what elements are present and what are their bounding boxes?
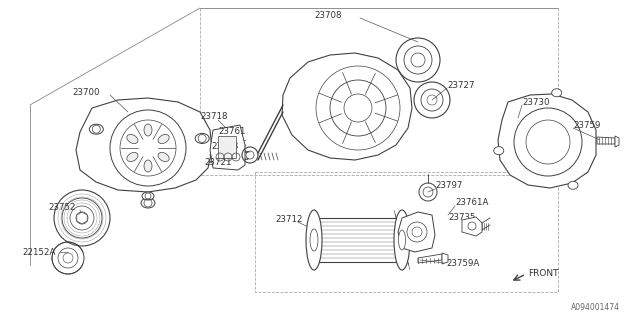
Ellipse shape [141,198,155,208]
Text: 23759A: 23759A [446,259,479,268]
Text: 23723: 23723 [211,141,239,150]
Polygon shape [398,212,435,252]
FancyBboxPatch shape [218,136,236,158]
Text: 23721: 23721 [204,157,232,166]
Text: 23718: 23718 [200,111,227,121]
Text: 23712: 23712 [275,214,303,223]
Ellipse shape [552,89,562,97]
Ellipse shape [568,181,578,189]
Ellipse shape [195,133,209,143]
Polygon shape [418,254,442,263]
Polygon shape [76,98,212,192]
Text: 23700: 23700 [72,87,99,97]
Ellipse shape [90,124,103,134]
Polygon shape [462,217,482,236]
Ellipse shape [493,147,504,155]
Text: 23735: 23735 [448,212,476,221]
Ellipse shape [394,210,410,270]
Ellipse shape [127,152,138,162]
Polygon shape [597,137,615,144]
Text: A094001474: A094001474 [571,303,620,313]
Polygon shape [615,136,619,147]
Ellipse shape [306,210,322,270]
Text: 23761A: 23761A [455,197,488,206]
Ellipse shape [158,134,169,144]
Polygon shape [77,212,87,224]
Ellipse shape [144,124,152,136]
Polygon shape [442,253,448,264]
Polygon shape [498,94,596,188]
Polygon shape [314,218,402,262]
Text: 23730: 23730 [522,98,550,107]
Text: 23797: 23797 [435,180,462,189]
Ellipse shape [142,192,154,200]
Text: 22152A: 22152A [22,247,56,257]
Text: FRONT: FRONT [528,268,559,277]
Ellipse shape [310,229,318,251]
Text: 23727: 23727 [447,81,474,90]
Text: 23708: 23708 [314,11,342,20]
Polygon shape [210,125,245,170]
Text: 23752: 23752 [48,203,76,212]
Text: 23759: 23759 [573,121,600,130]
Ellipse shape [158,152,169,162]
Text: 23761: 23761 [218,126,246,135]
Ellipse shape [144,160,152,172]
Ellipse shape [399,230,406,250]
Polygon shape [282,53,412,160]
Ellipse shape [127,134,138,144]
